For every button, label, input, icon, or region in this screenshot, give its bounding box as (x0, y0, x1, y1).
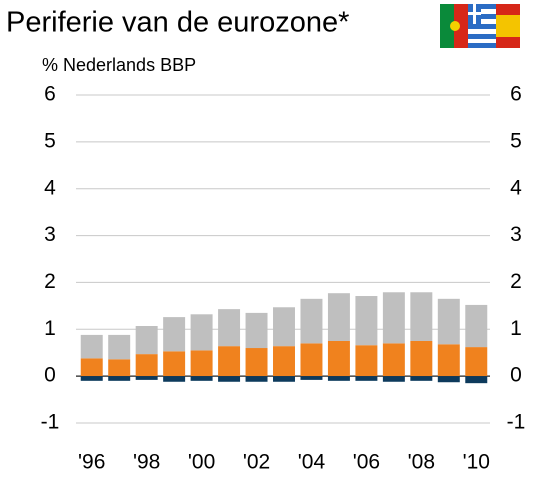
bar-segment (245, 348, 268, 377)
bar-segment (273, 376, 295, 382)
y-tick-label-right: 6 (510, 83, 522, 106)
x-tick-label: '96 (78, 451, 105, 474)
bar-segment (355, 345, 378, 377)
y-tick-label: 6 (44, 83, 56, 106)
bar-segment (163, 351, 186, 377)
y-tick-label-right: 5 (510, 129, 522, 152)
y-tick-label: 5 (44, 129, 56, 152)
y-tick-label: 1 (44, 317, 56, 340)
y-tick-label-right: 0 (510, 364, 522, 387)
bar-segment (190, 350, 213, 377)
bar-segment (382, 376, 405, 382)
bar-segment (108, 334, 131, 360)
x-tick-label: '08 (408, 451, 435, 474)
y-tick-label: 0 (44, 364, 56, 387)
y-tick-label: 3 (44, 223, 56, 246)
y-axis-label: % Nederlands BBP (42, 55, 196, 75)
bar-segment (300, 298, 323, 344)
bar-segment (327, 376, 350, 381)
bar-segment (355, 376, 378, 381)
flags-icon (440, 4, 520, 48)
y-tick-label-right: 3 (510, 223, 522, 246)
y-tick-label-right: -1 (507, 411, 526, 434)
x-tick-label: '02 (243, 451, 270, 474)
y-tick-label: -1 (41, 411, 60, 434)
x-tick-label: '04 (298, 451, 326, 474)
bar-segment (218, 346, 241, 377)
y-tick-label-right: 2 (510, 270, 522, 293)
bar-segment (410, 376, 433, 381)
bar-segment (327, 293, 350, 341)
bar-segment (218, 376, 241, 382)
bar-segment (190, 314, 213, 351)
chart-title: Periferie van de eurozone* (6, 7, 349, 39)
bar-segment (245, 376, 268, 382)
bar-segment (465, 304, 488, 348)
bar-segment (163, 376, 186, 382)
bar-segment (273, 307, 295, 347)
bar-segment (382, 292, 405, 344)
bar-segment (218, 309, 241, 347)
y-tick-label: 4 (44, 176, 56, 199)
x-tick-label: '06 (353, 451, 380, 474)
bar-segment (437, 376, 460, 383)
bar-segment (355, 296, 378, 346)
bar-segment (163, 317, 186, 352)
x-tick-label: '00 (188, 451, 215, 474)
bar-segment (80, 358, 103, 377)
bar-segment (135, 326, 158, 355)
bar-segment (465, 376, 488, 384)
bar-segment (80, 376, 103, 381)
bar-segment (437, 298, 460, 345)
bar-segment (300, 343, 323, 377)
bar-segment (437, 344, 460, 377)
bar-segment (108, 359, 131, 377)
bar-segment (80, 334, 103, 359)
bar-segment (273, 346, 295, 377)
bar-segment (135, 376, 158, 380)
bar-segment (108, 376, 131, 381)
y-tick-label: 2 (44, 270, 56, 293)
bar-segment (135, 354, 158, 377)
bar-segment (410, 341, 433, 377)
bar-segment (465, 347, 488, 377)
bar-segment (327, 341, 350, 377)
bar-segment (410, 292, 433, 341)
bar-segment (245, 312, 268, 349)
x-tick-label: '98 (133, 451, 160, 474)
bar-segment (190, 376, 213, 381)
bar-segment (382, 343, 405, 377)
x-tick-label: '10 (463, 451, 490, 474)
y-tick-label-right: 4 (510, 176, 522, 199)
bar-segment (300, 376, 323, 380)
y-tick-label-right: 1 (510, 317, 522, 340)
